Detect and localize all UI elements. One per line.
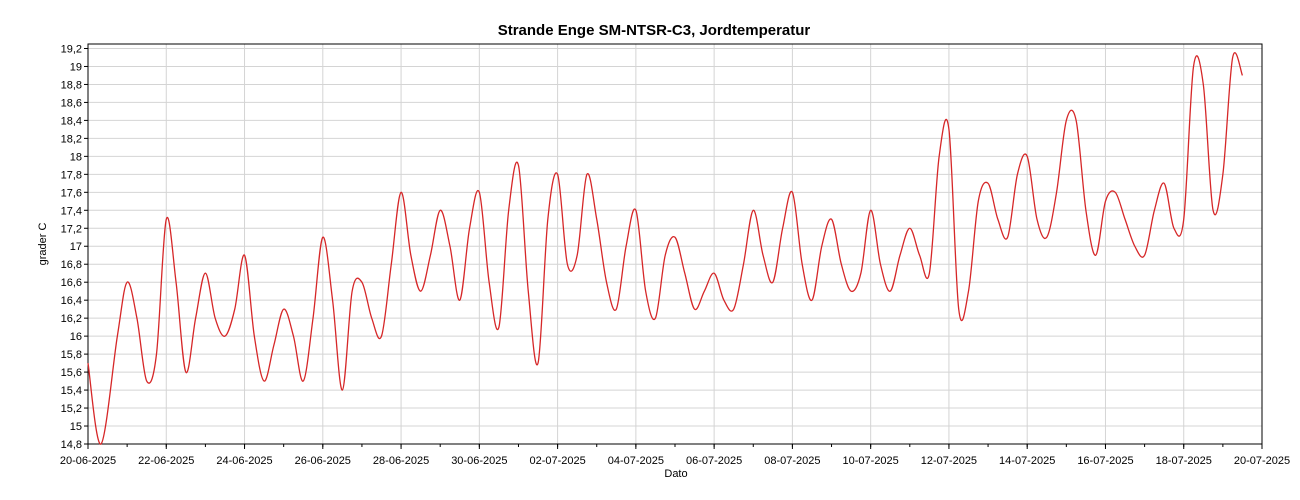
y-tick-label: 15,4 — [61, 385, 82, 397]
x-tick-label: 14-07-2025 — [999, 455, 1055, 467]
y-tick-label: 17,8 — [61, 169, 82, 181]
y-tick-label: 18,8 — [61, 79, 82, 91]
x-tick-label: 16-07-2025 — [1077, 455, 1133, 467]
x-tick-label: 30-06-2025 — [451, 455, 507, 467]
y-axis: 14,8 15 15,2 15,4 15,6 15,8 16 16,2 16,4 16,6 16,8… — [61, 43, 88, 451]
y-tick-label: 16,4 — [61, 295, 82, 307]
y-tick-label: 16,2 — [61, 313, 82, 325]
x-tick-label: 26-06-2025 — [295, 455, 351, 467]
y-tick-label: 16 — [70, 331, 82, 343]
y-tick-label: 17,6 — [61, 187, 82, 199]
y-tick-label: 15,8 — [61, 349, 82, 361]
y-tick-label: 16,6 — [61, 277, 82, 289]
series-line — [87, 52, 1244, 445]
x-tick-label: 20-07-2025 — [1234, 455, 1290, 467]
x-axis: 20-06-2025 22-06-2025 24-06-2025 26-06-2025… — [60, 444, 1290, 467]
y-tick-label: 17,4 — [61, 205, 82, 217]
x-tick-label: 06-07-2025 — [686, 455, 742, 467]
y-tick-label: 17,2 — [61, 223, 82, 235]
x-axis-label: Dato — [664, 468, 687, 480]
y-tick-label: 18,2 — [61, 133, 82, 145]
x-tick-label: 18-07-2025 — [1156, 455, 1212, 467]
x-tick-label: 02-07-2025 — [529, 455, 585, 467]
grid — [87, 44, 1263, 445]
y-tick-label: 14,8 — [61, 439, 82, 451]
x-tick-label: 10-07-2025 — [843, 455, 899, 467]
y-tick-label: 19,2 — [61, 43, 82, 55]
y-tick-label: 17 — [70, 241, 82, 253]
x-tick-label: 24-06-2025 — [216, 455, 272, 467]
y-tick-label: 18,6 — [61, 97, 82, 109]
y-axis-label: grader C — [37, 223, 49, 266]
x-tick-label: 12-07-2025 — [921, 455, 977, 467]
x-tick-label: 28-06-2025 — [373, 455, 429, 467]
y-tick-label: 15,2 — [61, 403, 82, 415]
y-tick-label: 18,4 — [61, 115, 82, 127]
y-tick-label: 19 — [70, 61, 82, 73]
x-tick-label: 08-07-2025 — [764, 455, 820, 467]
chart-title: Strande Enge SM-NTSR-C3, Jordtemperatur — [498, 22, 811, 39]
x-tick-label: 22-06-2025 — [138, 455, 194, 467]
x-tick-label: 20-06-2025 — [60, 455, 116, 467]
plot-frame — [87, 43, 1263, 445]
y-tick-label: 18 — [70, 151, 82, 163]
x-tick-label: 04-07-2025 — [608, 455, 664, 467]
y-tick-label: 15,6 — [61, 367, 82, 379]
y-tick-label: 15 — [70, 421, 82, 433]
y-tick-label: 16,8 — [61, 259, 82, 271]
